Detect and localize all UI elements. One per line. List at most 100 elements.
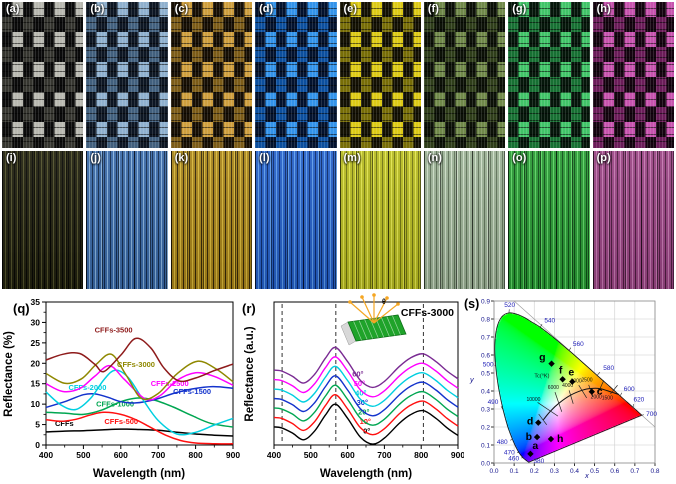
s-wavelength-tick	[568, 347, 572, 351]
chart-q-reflectance-spectra: (q) Wavelength (nm) Reflectance (%) 400 5…	[3, 297, 240, 480]
chart-s-cie-diagram: (s) x y 0.0 0.1 0.2 0.3 0.4 0.5 0.6 0.7 0.8 0.0 0.…	[462, 290, 676, 484]
s-xaxis-label: x	[584, 471, 589, 480]
s-isotherm-6000	[554, 392, 563, 412]
r-inset-arrow-tip	[372, 293, 376, 297]
r-inset-arrow-tip	[396, 302, 400, 306]
s-sample-point-label-a: a	[532, 440, 538, 452]
s-wavelength-label-460: 460	[508, 455, 519, 462]
s-sample-point-label-h: h	[557, 433, 563, 445]
s-wavelength-tick	[539, 324, 543, 328]
s-temperature-label-2500: 2500	[581, 378, 592, 384]
r-inset-geometry: θ	[340, 293, 407, 346]
s-sample-point-d	[535, 419, 542, 426]
s-sample-point-h	[547, 435, 555, 443]
r-inset-arrow-tip	[385, 296, 389, 300]
s-xtick-label: 0.6	[610, 468, 619, 475]
photo-panel-blue-fibers: (j)	[86, 151, 168, 289]
photo-panel-purple-fibers: (p)	[592, 151, 674, 289]
s-xtick-label: 0.3	[550, 468, 559, 475]
q-series-CFFs-3000	[45, 353, 234, 401]
r-curve-label-30°: 30°	[357, 398, 368, 407]
s-yaxis-label: y	[469, 375, 475, 384]
photo-panel-gold-fabric: (c)	[170, 2, 253, 148]
r-inset-arrow	[373, 297, 388, 324]
s-ytick-label: 0.7	[481, 334, 490, 341]
s-sample-point-label-f: f	[559, 364, 563, 376]
photo-panel-black-fabric: (a)	[2, 2, 84, 148]
r-curve-40°	[273, 365, 459, 408]
s-temperature-label-3000: 3000	[571, 378, 582, 384]
q-ytick-label: 5	[35, 420, 40, 430]
photo-panel-letter: (l)	[259, 152, 270, 164]
photo-panel-dark-olive-fibers: (i)	[2, 151, 84, 289]
s-wavelength-label-620: 620	[633, 397, 644, 404]
photo-panel-yellow-green-fibers: (m)	[339, 151, 421, 289]
r-inset-arrow	[361, 296, 375, 324]
s-sample-point-f	[559, 376, 566, 383]
s-wavelength-tick	[596, 371, 601, 376]
q-ytick-label: 35	[31, 297, 41, 307]
q-series-label-CFFs-1000: CFFs-1000	[96, 400, 134, 409]
photo-panel-bright-blue-fabric: (d)	[255, 2, 337, 148]
r-inset-hatch	[358, 320, 368, 340]
s-wavelength-tick	[641, 414, 644, 416]
s-wavelength-label-700: 700	[646, 411, 657, 418]
r-xtick-label: 600	[341, 450, 355, 460]
q-ytick-label: 20	[31, 358, 41, 368]
q-series-label-CFFs-2500: CFFs-2500	[151, 379, 189, 388]
r-inset-arrow	[373, 303, 399, 324]
q-xtick-label: 600	[114, 450, 128, 460]
r-curve-60°	[273, 346, 459, 389]
s-wavelength-label-600: 600	[624, 386, 635, 393]
fabric-photo-row: (a) (b) (c) (d) (e) (f) (g) (h)	[0, 2, 676, 148]
q-ytick-label: 15	[31, 379, 41, 389]
photo-panel-letter: (e)	[343, 3, 357, 15]
q-series-CFFs-1000	[45, 397, 234, 428]
r-inset-hatch	[353, 321, 362, 341]
photo-panel-letter: (o)	[512, 152, 527, 164]
s-sample-point-label-c: c	[597, 386, 603, 398]
r-curve-30°	[273, 375, 459, 417]
r-xtick-label: 500	[304, 450, 318, 460]
s-ytick-label: 0.6	[481, 352, 490, 359]
s-ytick-label: 0.5	[481, 370, 490, 377]
panel-label-q: (q)	[13, 301, 30, 316]
s-tc-label: Tc(°K)	[534, 374, 549, 380]
s-wavelength-label-480: 480	[497, 439, 508, 446]
s-wavelength-tick	[510, 438, 513, 441]
q-series-label-CFFs-3000: CFFs-3000	[117, 360, 155, 369]
q-ytick-label: 10	[31, 399, 41, 409]
q-series-CFFs-1500	[45, 385, 234, 409]
q-ytick-label: 30	[31, 317, 41, 327]
q-series-label-CFFs-1500: CFFs-1500	[173, 387, 211, 396]
panel-label-s: (s)	[464, 297, 479, 311]
q-xtick-label: 900	[226, 450, 240, 460]
photo-panel-steel-blue-fabric: (b)	[86, 2, 168, 148]
r-inset-theta-label: θ	[382, 299, 386, 306]
photo-panel-letter: (h)	[596, 3, 611, 15]
s-isotherm-1500	[610, 385, 618, 395]
s-ytick-label: 0.1	[481, 442, 490, 449]
photo-panel-bright-blue-fibers: (l)	[255, 151, 337, 289]
q-series-label-CFFs-500: CFFs-500	[104, 417, 138, 426]
s-temperature-label-6000: 6000	[548, 385, 559, 391]
r-xtick-label: 900	[451, 450, 464, 460]
q-ytick-label: 25	[31, 338, 41, 348]
charts-row: (q) Wavelength (nm) Reflectance (%) 400 5…	[0, 290, 676, 484]
r-sample-title: CFFs-3000	[401, 307, 454, 319]
q-ytick-label: 0	[35, 440, 40, 450]
q-series-CFFs-500	[45, 411, 234, 445]
photo-panel-gold-fibers: (k)	[170, 151, 253, 289]
photo-panel-letter: (n)	[427, 152, 442, 164]
q-yaxis-label: Reflectance (%)	[3, 331, 15, 417]
r-inset-arrow-tip	[348, 300, 352, 304]
s-wavelength-tick	[528, 461, 532, 463]
q-xtick-label: 700	[151, 450, 165, 460]
r-inset-hatch	[369, 318, 379, 339]
q-series-CFFs	[45, 428, 234, 437]
q-xtick-label: 400	[39, 450, 53, 460]
photo-panel-letter: (d)	[259, 3, 274, 15]
s-ytick-label: 0.3	[481, 406, 490, 413]
